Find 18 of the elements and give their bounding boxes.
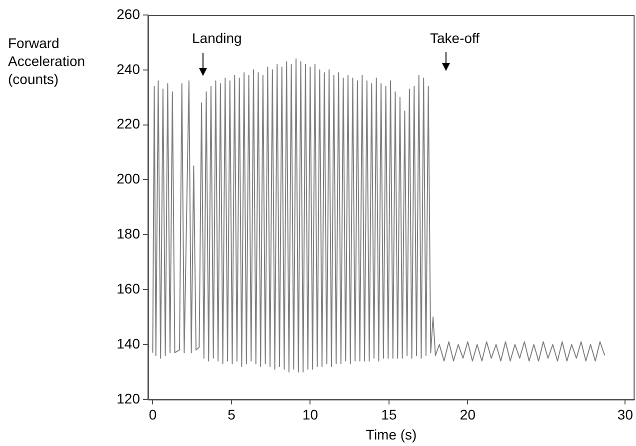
x-tick-label: 15 <box>381 406 397 423</box>
y-tick-label: 140 <box>116 335 140 352</box>
x-axis-title: Time (s) <box>366 426 417 442</box>
y-tick-label: 240 <box>116 60 140 77</box>
y-tick-label: 160 <box>116 280 140 296</box>
x-tick-label: 20 <box>460 406 476 423</box>
x-tick-label: 0 <box>148 406 157 423</box>
annotation: Landing <box>192 30 242 46</box>
annotation: Take-off <box>430 30 480 46</box>
y-axis-title: Forward Acceleration (counts) <box>8 34 86 88</box>
y-tick-label: 200 <box>116 170 140 187</box>
y-tick-label: 180 <box>116 226 140 242</box>
y-tick-label: 260 <box>116 6 140 22</box>
y-tick-label: 220 <box>116 116 140 132</box>
x-tick-label: 5 <box>228 406 236 423</box>
y-tick-label: 120 <box>116 390 140 406</box>
x-tick-label: 30 <box>617 406 634 423</box>
x-tick-label: 10 <box>302 406 318 423</box>
